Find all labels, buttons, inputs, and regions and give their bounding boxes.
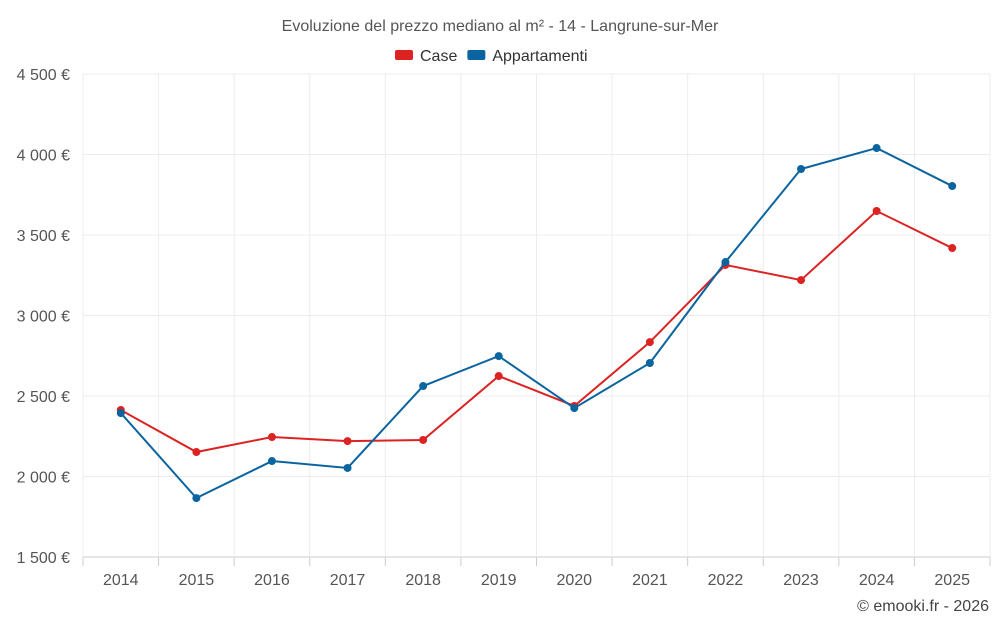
x-tick-label: 2022 <box>708 572 744 589</box>
data-point-appartamenti <box>797 164 806 173</box>
data-point-appartamenti <box>267 457 276 466</box>
legend-swatch <box>395 50 413 60</box>
data-point-appartamenti <box>343 463 352 472</box>
data-point-appartamenti <box>116 409 125 418</box>
legend-label: Case <box>420 48 457 65</box>
data-point-case <box>872 207 881 216</box>
x-tick-label: 2020 <box>556 572 592 589</box>
data-point-appartamenti <box>192 494 201 503</box>
data-point-case <box>948 244 957 253</box>
data-point-appartamenti <box>570 404 579 413</box>
x-tick-label: 2015 <box>179 572 215 589</box>
x-tick-label: 2021 <box>632 572 668 589</box>
data-point-case <box>419 435 428 444</box>
data-point-case <box>192 448 201 457</box>
data-point-appartamenti <box>872 144 881 153</box>
legend: Case Appartamenti <box>395 48 588 65</box>
y-tick-label: 3 500 € <box>17 228 70 245</box>
x-tick-label: 2023 <box>783 572 819 589</box>
y-tick-label: 2 000 € <box>17 470 70 487</box>
series-line-appartamenti <box>120 146 953 500</box>
x-tick-label: 2019 <box>481 572 517 589</box>
y-tick-label: 1 500 € <box>17 550 70 567</box>
grid <box>82 73 991 558</box>
x-tick-label: 2025 <box>934 572 970 589</box>
data-point-case <box>267 433 276 442</box>
chart-title: Evoluzione del prezzo mediano al m² - 14… <box>282 18 719 35</box>
legend-swatch <box>467 50 486 60</box>
data-point-appartamenti <box>419 382 428 391</box>
data-point-appartamenti <box>948 182 957 191</box>
series-line-case <box>120 209 953 454</box>
data-point-appartamenti <box>721 258 730 267</box>
x-tick-label: 2024 <box>859 572 895 589</box>
data-point-case <box>343 437 352 446</box>
y-tick-label: 4 000 € <box>17 148 70 165</box>
x-tick-label: 2017 <box>330 572 366 589</box>
x-tick-label: 2014 <box>103 572 139 589</box>
data-point-case <box>797 276 806 285</box>
y-tick-label: 2 500 € <box>17 389 70 406</box>
data-point-case <box>645 338 654 347</box>
series <box>116 144 957 503</box>
x-tick-label: 2018 <box>405 572 441 589</box>
credit: © emooki.fr - 2026 <box>857 598 989 615</box>
data-point-appartamenti <box>645 358 654 367</box>
data-point-case <box>494 372 503 381</box>
data-point-appartamenti <box>494 352 503 361</box>
axes: 1 500 € 2 000 € 2 500 € 3 000 € 3 500 € 4 000… <box>17 67 991 589</box>
y-tick-label: 4 500 € <box>17 67 70 84</box>
legend-label: Appartamenti <box>492 48 587 65</box>
y-tick-label: 3 000 € <box>17 309 70 326</box>
x-tick-label: 2016 <box>254 572 290 589</box>
